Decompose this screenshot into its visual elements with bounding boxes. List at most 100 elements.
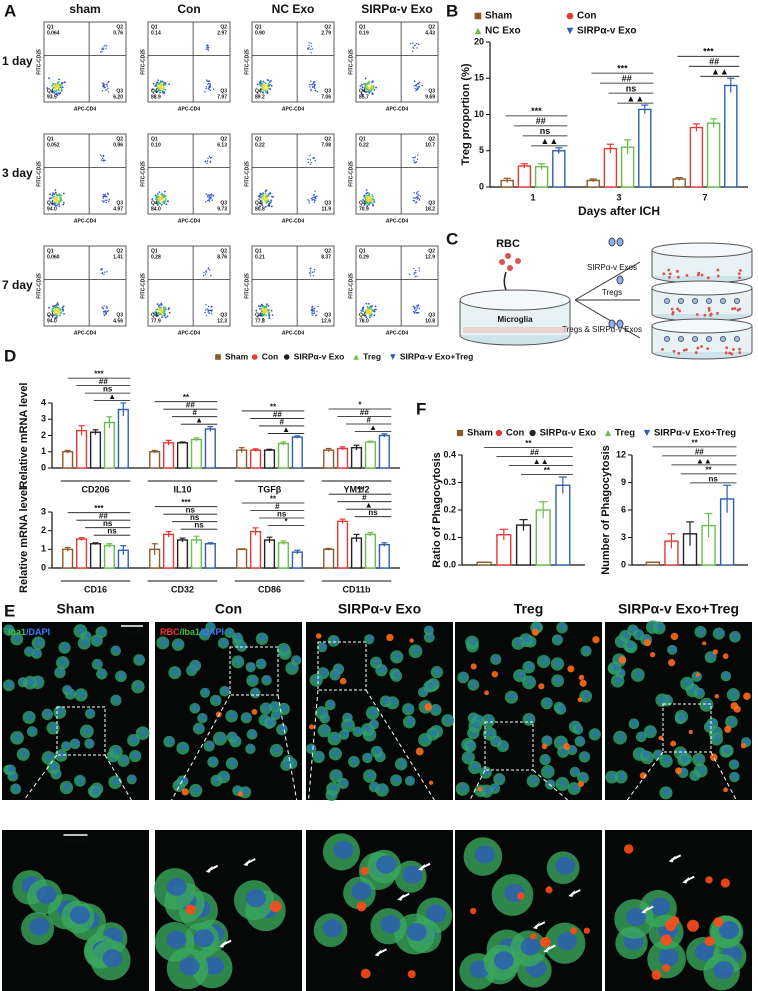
- flow-dot: [310, 197, 312, 200]
- flow-dot: [162, 195, 164, 198]
- flow-dot: [156, 204, 159, 206]
- nucleus: [383, 696, 391, 704]
- nucleus: [320, 668, 328, 676]
- dish-top: [651, 242, 753, 258]
- bar: [190, 438, 202, 469]
- nucleus: [308, 744, 316, 752]
- significance-label: ##: [99, 377, 108, 386]
- bar: [291, 436, 303, 469]
- rbc-dot: [706, 276, 710, 280]
- nucleus: [558, 704, 566, 712]
- rbc-signal: [386, 633, 394, 642]
- flow-dot: [103, 305, 105, 307]
- flow-dot: [101, 155, 103, 157]
- stain: /DAPI: [26, 627, 50, 637]
- flow-dot: [210, 311, 213, 313]
- flow-dot: [211, 306, 213, 308]
- flow-dot: [262, 307, 264, 310]
- quadrant-name: Q2: [220, 24, 227, 30]
- quadrant-value: 6.13: [217, 142, 227, 148]
- flow-dot: [56, 84, 59, 86]
- flow-dot: [52, 192, 54, 194]
- nucleus: [542, 755, 550, 763]
- flow-dot: [61, 82, 64, 85]
- significance-label: ns: [194, 521, 204, 530]
- nucleus: [663, 756, 671, 764]
- significance-label: ▲▲: [626, 93, 644, 103]
- flow-dot: [58, 310, 60, 313]
- quadrant-name: Q1: [151, 136, 158, 142]
- nucleus: [220, 638, 228, 646]
- axis-label: FITC-CD25: [140, 161, 146, 187]
- flow-dot: [370, 88, 373, 91]
- flow-dot: [265, 303, 268, 306]
- y-tick-label: 3: [41, 414, 46, 424]
- quadrant-name: Q4: [151, 200, 158, 206]
- nucleus: [58, 751, 66, 759]
- nucleus: [433, 705, 441, 713]
- quadrant-name: Q3: [428, 200, 435, 206]
- flow-dot: [160, 81, 163, 83]
- flow-dot: [366, 198, 369, 201]
- flow-dot: [51, 199, 54, 202]
- bar: [706, 122, 721, 188]
- image-title: Treg: [514, 601, 544, 617]
- flow-dot: [156, 90, 159, 93]
- flow-dot: [155, 91, 158, 94]
- flow-dot: [155, 196, 158, 199]
- flow-dot: [414, 306, 416, 308]
- rbc-dot: [728, 351, 732, 355]
- quadrant-value: 12.3: [217, 318, 227, 324]
- arrow-head: [668, 855, 676, 863]
- quadrant-value: 93.5: [47, 94, 57, 100]
- x-tick-label: 1: [530, 192, 535, 202]
- flow-dot: [312, 275, 315, 277]
- flow-dot: [51, 310, 53, 313]
- nucleus: [398, 759, 406, 767]
- flow-dot: [363, 82, 366, 85]
- nucleus: [330, 784, 338, 792]
- flow-dot: [416, 86, 418, 88]
- nucleus: [618, 772, 626, 780]
- panel-label: F: [416, 399, 426, 418]
- quadrant-name: Q4: [47, 200, 54, 206]
- nucleus: [140, 728, 148, 736]
- flow-dot: [418, 86, 420, 89]
- rbc-signal: [670, 632, 679, 641]
- flow-dot: [414, 275, 416, 278]
- flow-dot: [260, 85, 263, 88]
- flow-dot: [374, 308, 377, 311]
- flow-dot: [48, 77, 50, 80]
- significance-label: **: [692, 438, 699, 447]
- nucleus: [345, 720, 353, 728]
- nucleus: [316, 752, 324, 760]
- nucleus: [698, 766, 706, 774]
- flow-dot: [163, 92, 165, 95]
- flow-dot: [363, 89, 366, 92]
- rbc-signal: [567, 665, 575, 673]
- y-tick-label: 10: [474, 109, 484, 119]
- flow-dot: [103, 313, 105, 315]
- flow-dot: [52, 305, 54, 308]
- flow-dot: [261, 87, 264, 90]
- flow-dot: [51, 316, 54, 318]
- flow-dot: [168, 83, 170, 86]
- nucleus: [14, 733, 22, 741]
- rbc-signal: [541, 743, 548, 750]
- nucleus: [626, 641, 634, 649]
- flow-dot: [207, 80, 209, 82]
- flow-dot: [208, 80, 211, 82]
- flow-dot: [209, 194, 212, 196]
- flow-dot: [158, 313, 161, 316]
- bar: [603, 147, 618, 188]
- nucleus: [166, 877, 187, 896]
- nucleus: [319, 642, 327, 650]
- flow-dot: [101, 271, 104, 274]
- quadrant-name: Q1: [359, 24, 366, 30]
- flow-dot: [419, 195, 422, 198]
- row-label: 1 day: [2, 54, 33, 68]
- flow-dot: [266, 86, 269, 89]
- flow-dot: [368, 314, 371, 317]
- flow-dot: [156, 87, 159, 90]
- legend-marker: [390, 354, 396, 360]
